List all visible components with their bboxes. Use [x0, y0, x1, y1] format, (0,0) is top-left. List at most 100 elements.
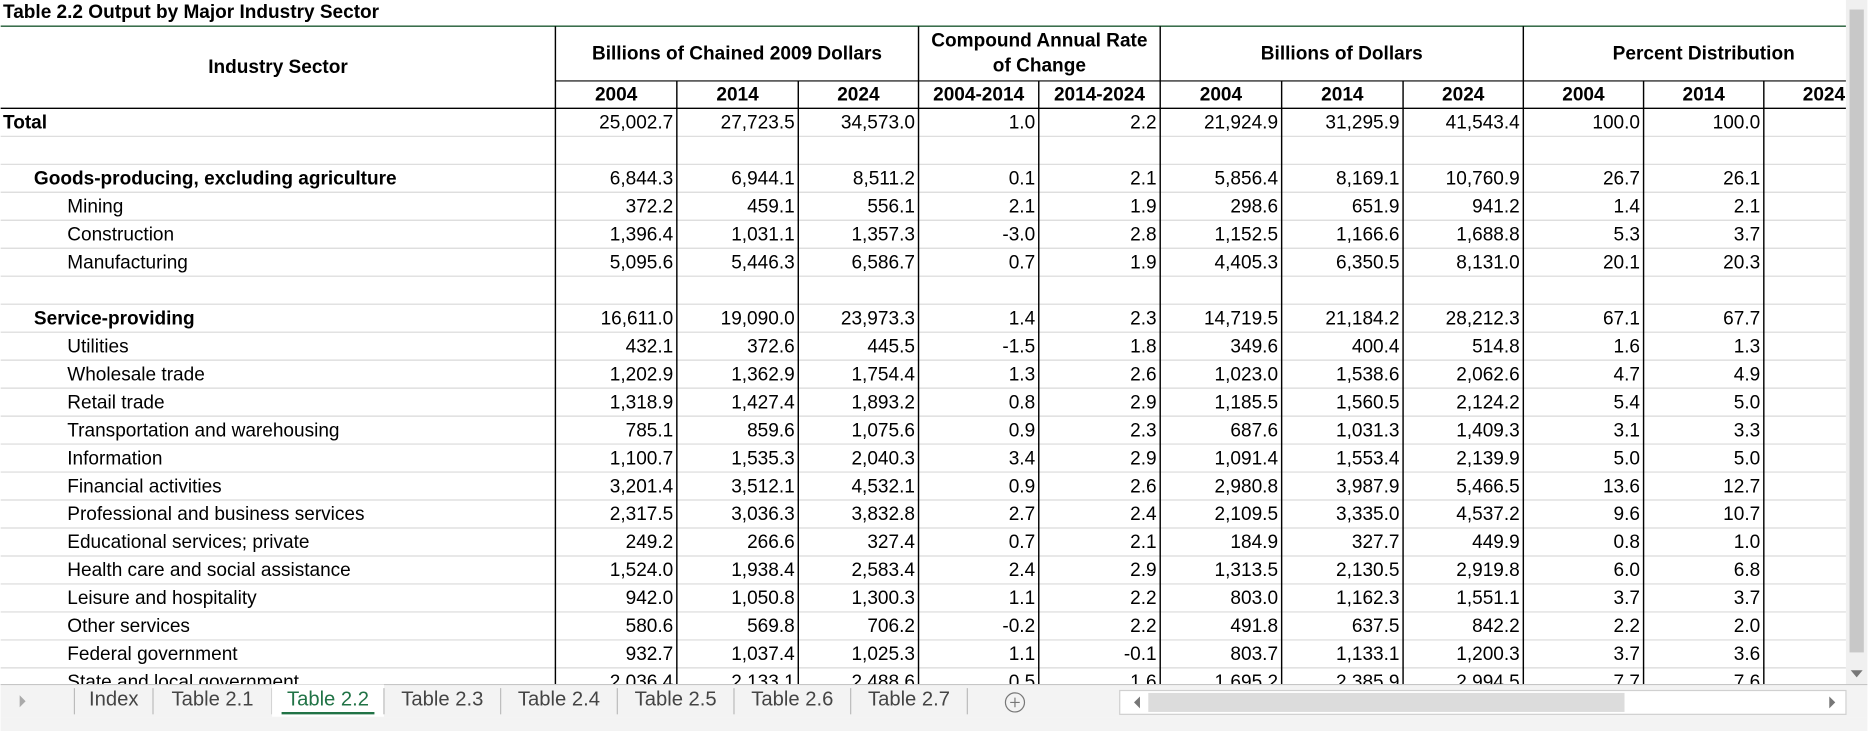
cell-value: 1.6	[1614, 336, 1640, 357]
scroll-down[interactable]	[1850, 670, 1863, 678]
cell-value: 5,446.3	[731, 252, 795, 273]
cell-value: 0.8	[1009, 392, 1035, 413]
sheet-tab[interactable]: Table 2.7	[868, 688, 950, 710]
cell-value: 803.7	[1230, 644, 1278, 665]
cell-value: 7.7	[1614, 672, 1640, 693]
year-header: 2014-2024	[1054, 84, 1145, 105]
cell-value: 637.5	[1352, 616, 1400, 637]
tab-scroll[interactable]	[19, 695, 26, 708]
cell-value: 1.1	[1009, 644, 1035, 665]
year-header: 2014	[1321, 84, 1364, 105]
cell-value: 8,169.1	[1336, 169, 1400, 190]
cell-value: 1,152.5	[1215, 224, 1279, 245]
h-scroll-thumb[interactable]	[1148, 692, 1625, 712]
sheet-tab[interactable]: Table 2.4	[518, 688, 600, 710]
scroll-left[interactable]	[1134, 696, 1140, 709]
cell-value: 349.6	[1230, 336, 1278, 357]
scroll-right[interactable]	[1829, 696, 1836, 709]
cell-value: 4,405.3	[1215, 252, 1279, 273]
cell-value: 184.9	[1230, 532, 1278, 553]
year-header: 2004-2014	[933, 84, 1024, 105]
row-label: Financial activities	[67, 476, 221, 497]
add-sheet-icon	[1010, 697, 1020, 708]
row-label: Manufacturing	[67, 252, 188, 273]
cell-value: 1,050.8	[731, 588, 795, 609]
cell-value: 1,538.6	[1336, 364, 1400, 385]
cell-value: 1.4	[1614, 196, 1641, 217]
cell-value: 1,688.8	[1456, 224, 1520, 245]
sheet-tab[interactable]: Table 2.1	[171, 688, 253, 710]
cell-value: 445.5	[867, 336, 915, 357]
cell-value: 932.7	[626, 644, 674, 665]
year-header: 2004	[1562, 84, 1605, 105]
row-label: Educational services; private	[67, 532, 309, 553]
cell-value: 8,131.0	[1456, 252, 1520, 273]
cell-value: 298.6	[1230, 196, 1278, 217]
scroll-thumb[interactable]	[1849, 9, 1864, 653]
cell-value: 569.8	[747, 616, 795, 637]
cell-value: 5.0	[1734, 448, 1760, 469]
sheet-tab[interactable]: Table 2.5	[635, 688, 717, 710]
cell-value: 27,723.5	[721, 113, 795, 134]
cell-value: 0.9	[1009, 420, 1035, 441]
cell-value: 803.0	[1230, 588, 1278, 609]
cell-value: 14,719.5	[1204, 308, 1278, 329]
cell-value: 67.1	[1603, 308, 1640, 329]
group-header: Billions of Dollars	[1260, 43, 1423, 64]
cell-value: -0.2	[1002, 616, 1035, 637]
cell-value: -1.5	[1002, 336, 1035, 357]
row-label: Utilities	[67, 336, 128, 357]
cell-value: 67.7	[1723, 308, 1760, 329]
cell-value: 100.0	[1713, 113, 1761, 134]
cell-value: 556.1	[867, 196, 915, 217]
sheet-tab[interactable]: Table 2.2	[287, 688, 369, 710]
cell-value: 2.2	[1130, 113, 1156, 134]
year-header: 2004	[595, 84, 638, 105]
sheet-tab[interactable]: Index	[89, 688, 138, 710]
cell-value: 2.2	[1130, 616, 1156, 637]
cell-value: 2.3	[1130, 308, 1156, 329]
cell-value: 1,396.4	[610, 224, 674, 245]
cell-value: 1,938.4	[731, 560, 795, 581]
cell-value: 1,524.0	[610, 560, 674, 581]
group-header: Percent Distribution	[1612, 43, 1795, 64]
cell-value: 2,385.9	[1336, 672, 1400, 693]
cell-value: 1,023.0	[1215, 364, 1279, 385]
cell-value: 2.4	[1009, 560, 1036, 581]
cell-value: 5.3	[1614, 224, 1640, 245]
cell-value: 1,551.1	[1456, 588, 1520, 609]
cell-value: 2.1	[1130, 532, 1156, 553]
cell-value: 16,611.0	[601, 308, 674, 329]
cell-value: 1,162.3	[1336, 588, 1400, 609]
cell-value: 432.1	[626, 336, 674, 357]
cell-value: 2.9	[1130, 560, 1156, 581]
cell-value: 0.8	[1614, 532, 1640, 553]
add-sheet[interactable]	[1004, 692, 1026, 713]
cell-value: 3,987.9	[1336, 476, 1400, 497]
cell-value: 1,091.4	[1215, 448, 1279, 469]
cell-value: 327.4	[867, 532, 915, 553]
cell-value: 4.7	[1614, 364, 1640, 385]
sheet-tab[interactable]: Table 2.6	[751, 688, 833, 710]
row-label: Information	[67, 448, 162, 469]
cell-value: 19,090.0	[721, 308, 795, 329]
cell-value: 941.2	[1472, 196, 1520, 217]
cell-value: 34,573.0	[841, 113, 915, 134]
cell-value: 0.1	[1009, 169, 1035, 190]
cell-value: 942.0	[626, 588, 674, 609]
cell-value: 785.1	[626, 420, 674, 441]
cell-value: 0.5	[1009, 672, 1035, 693]
sheet-tabs: Index Table 2.1 Table 2.2 Table 2.3 Table 2.…	[73, 684, 968, 717]
cell-value: 10,760.9	[1446, 169, 1520, 190]
row-label: Service-providing	[34, 308, 195, 329]
cell-value: 2,139.9	[1456, 448, 1520, 469]
sheet-tab[interactable]: Table 2.3	[401, 688, 483, 710]
cell-value: 2.3	[1130, 420, 1156, 441]
cell-value: 1.0	[1009, 113, 1035, 134]
cell-value: 26.7	[1603, 169, 1640, 190]
year-header: 2024	[837, 84, 880, 105]
cell-value: 2,130.5	[1336, 560, 1400, 581]
cell-value: 2,583.4	[851, 560, 915, 581]
cell-value: 6,844.3	[610, 169, 674, 190]
